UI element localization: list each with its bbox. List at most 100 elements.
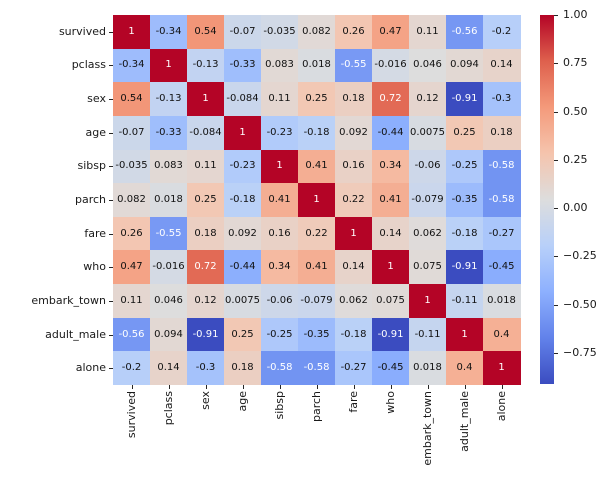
heatmap-cell (261, 15, 299, 50)
heatmap-cell (224, 183, 262, 218)
heatmap-cell (372, 149, 410, 184)
colorbar-tick-label: 0.75 (563, 56, 588, 70)
heatmap-cell (113, 216, 151, 251)
heatmap-cell (298, 48, 336, 83)
x-tick-label: sex (198, 391, 212, 410)
heatmap-cell (409, 82, 447, 117)
heatmap-cell (409, 183, 447, 218)
x-tick-label-box: sibsp (261, 391, 298, 497)
x-tick-label: embark_town (420, 391, 434, 466)
heatmap-cell (224, 216, 262, 251)
heatmap-cell (335, 250, 373, 285)
x-tick-label-box: survived (113, 391, 150, 497)
heatmap-cell (298, 284, 336, 319)
heatmap-cell (446, 351, 484, 386)
y-tick-mark (109, 65, 113, 67)
heatmap-cell (150, 284, 188, 319)
x-tick-mark (501, 385, 503, 389)
y-tick-mark (109, 200, 113, 201)
colorbar-tick-mark (554, 159, 558, 161)
y-tick-mark (109, 300, 113, 302)
heatmap-cell (150, 216, 188, 251)
heatmap-cell (446, 82, 484, 117)
heatmap-cell (483, 82, 521, 117)
x-tick-label-box: pclass (150, 391, 187, 497)
heatmap-cell (409, 15, 447, 50)
heatmap-cell (224, 317, 262, 352)
heatmap-cell (261, 317, 299, 352)
x-tick-label-box: sex (187, 391, 224, 497)
x-tick-mark (316, 385, 318, 389)
colorbar-tick-label: 0.25 (563, 152, 588, 166)
heatmap-cell (187, 183, 225, 218)
x-tick-mark (427, 385, 429, 389)
y-tick-label: survived (58, 24, 106, 38)
x-tick-label: sibsp (272, 391, 286, 420)
heatmap-cell (335, 149, 373, 184)
heatmap-cell (261, 48, 299, 83)
heatmap-cell (372, 351, 410, 386)
heatmap-cell (187, 351, 225, 386)
heatmap-cell (113, 115, 151, 151)
heatmap-cell (187, 250, 225, 285)
y-tick-label: embark_town (31, 293, 106, 307)
colorbar-tick-label: −0.25 (563, 249, 597, 263)
x-tick-label: who (383, 391, 397, 414)
heatmap-cell (372, 250, 410, 285)
y-tick-label: sex (87, 92, 106, 106)
y-tick-mark (109, 166, 113, 168)
heatmap-cell (261, 149, 299, 184)
x-tick-label-box: alone (483, 391, 520, 497)
y-tick-mark (109, 267, 113, 269)
x-tick-label-box: age (224, 391, 261, 497)
heatmap-cell (446, 48, 484, 83)
heatmap-cell (483, 183, 521, 218)
heatmap-cell (261, 183, 299, 218)
x-tick-mark (205, 385, 207, 389)
y-tick-label: adult_male (45, 327, 106, 341)
colorbar-tick-mark (554, 208, 558, 210)
heatmap-cell (372, 317, 410, 352)
x-tick-label: age (235, 391, 249, 412)
heatmap-cell (446, 115, 484, 151)
y-tick-label: parch (74, 193, 106, 206)
heatmap-cell (261, 250, 299, 285)
heatmap-cell (113, 48, 151, 83)
heatmap-cell (113, 149, 151, 184)
heatmap-cell (187, 317, 225, 352)
heatmap-cell (372, 48, 410, 83)
heatmap-cell (409, 149, 447, 184)
heatmap-cell (409, 115, 447, 151)
heatmap-cell (483, 216, 521, 251)
heatmap-cell (150, 183, 188, 218)
heatmap-cell (335, 82, 373, 117)
heatmap-cell (446, 183, 484, 218)
x-tick-mark (390, 385, 392, 389)
y-tick-mark (109, 31, 113, 33)
heatmap-cell (298, 115, 336, 151)
x-tick-mark (279, 385, 281, 389)
heatmap-cell (483, 351, 521, 386)
x-tick-label: parch (309, 391, 323, 423)
heatmap-cell (113, 351, 151, 386)
x-tick-label: pclass (161, 391, 175, 426)
heatmap-cell (372, 284, 410, 319)
x-tick-label: survived (124, 391, 138, 439)
heatmap-cell (224, 284, 262, 319)
heatmap-cell (483, 48, 521, 83)
colorbar-tick-mark (554, 63, 558, 65)
heatmap-cell (335, 351, 373, 386)
heatmap-cell (113, 284, 151, 319)
heatmap-cell (298, 82, 336, 117)
heatmap-cell (335, 317, 373, 352)
heatmap-cell (224, 115, 262, 151)
y-tick-label: age (85, 125, 107, 139)
heatmap-cell (187, 48, 225, 83)
heatmap-cell (446, 149, 484, 184)
heatmap-cell (372, 216, 410, 251)
heatmap-cell (187, 216, 225, 251)
heatmap-cell (150, 48, 188, 83)
heatmap-cell (187, 82, 225, 117)
heatmap-cell (298, 216, 336, 251)
heatmap-cell (150, 250, 188, 285)
